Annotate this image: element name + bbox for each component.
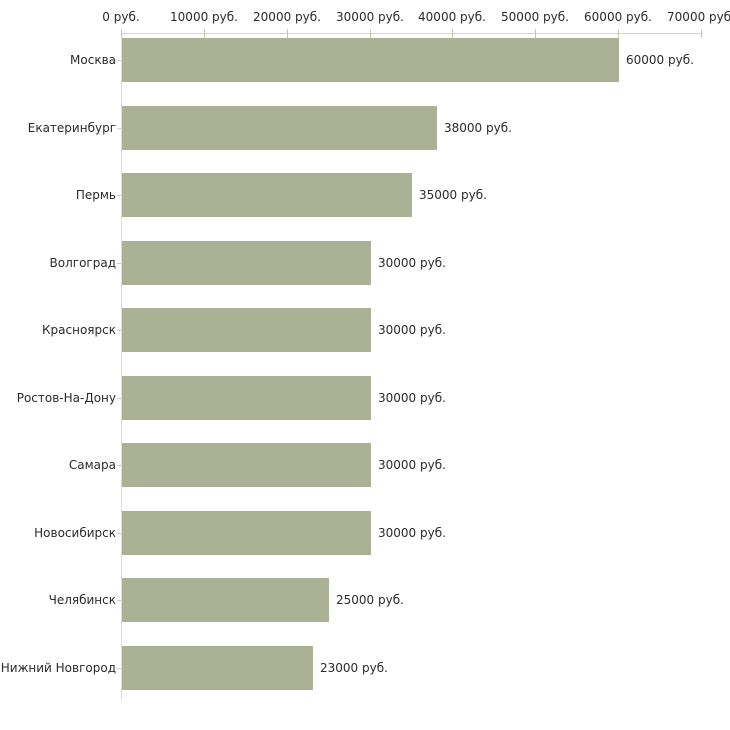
category-tick xyxy=(117,533,121,534)
value-label: 60000 руб. xyxy=(626,53,694,67)
x-axis-tick-label: 50000 руб. xyxy=(501,10,569,24)
category-label: Новосибирск xyxy=(34,526,116,540)
category-label: Челябинск xyxy=(48,593,116,607)
bar xyxy=(122,511,371,555)
x-axis-tick xyxy=(535,29,536,38)
category-tick xyxy=(117,195,121,196)
x-axis-tick-label: 60000 руб. xyxy=(584,10,652,24)
y-axis-line xyxy=(121,33,122,700)
bar xyxy=(122,578,329,622)
value-label: 30000 руб. xyxy=(378,526,446,540)
x-axis-tick-label: 70000 руб. xyxy=(667,10,730,24)
category-tick xyxy=(117,128,121,129)
category-tick xyxy=(117,330,121,331)
category-tick xyxy=(117,465,121,466)
x-axis-tick-label: 10000 руб. xyxy=(170,10,238,24)
category-label: Ростов-На-Дону xyxy=(16,391,116,405)
x-axis-tick-label: 20000 руб. xyxy=(253,10,321,24)
category-tick xyxy=(117,398,121,399)
bar xyxy=(122,443,371,487)
bar xyxy=(122,376,371,420)
x-axis-tick xyxy=(121,29,122,38)
value-label: 30000 руб. xyxy=(378,323,446,337)
x-axis-tick xyxy=(287,29,288,38)
bar xyxy=(122,106,437,150)
value-label: 38000 руб. xyxy=(444,121,512,135)
x-axis-tick xyxy=(618,29,619,38)
bar xyxy=(122,646,313,690)
bar xyxy=(122,241,371,285)
x-axis-tick-label: 0 руб. xyxy=(102,10,140,24)
bar xyxy=(122,173,412,217)
x-axis-line xyxy=(121,33,703,34)
bar xyxy=(122,308,371,352)
category-label: Волгоград xyxy=(49,256,116,270)
category-label: Пермь xyxy=(75,188,116,202)
x-axis-tick-label: 40000 руб. xyxy=(418,10,486,24)
x-axis-tick xyxy=(701,29,702,38)
value-label: 30000 руб. xyxy=(378,256,446,270)
value-label: 30000 руб. xyxy=(378,458,446,472)
category-label: Екатеринбург xyxy=(27,121,116,135)
x-axis-tick xyxy=(370,29,371,38)
category-tick xyxy=(117,668,121,669)
value-label: 35000 руб. xyxy=(419,188,487,202)
value-label: 30000 руб. xyxy=(378,391,446,405)
x-axis-tick xyxy=(452,29,453,38)
category-label: Москва xyxy=(70,53,116,67)
category-label: Красноярск xyxy=(42,323,116,337)
x-axis-tick-label: 30000 руб. xyxy=(336,10,404,24)
value-label: 25000 руб. xyxy=(336,593,404,607)
bar xyxy=(122,38,619,82)
category-tick xyxy=(117,600,121,601)
category-label: Нижний Новгород xyxy=(0,661,116,675)
category-tick xyxy=(117,263,121,264)
x-axis-tick xyxy=(204,29,205,38)
category-tick xyxy=(117,60,121,61)
category-label: Самара xyxy=(68,458,116,472)
value-label: 23000 руб. xyxy=(320,661,388,675)
